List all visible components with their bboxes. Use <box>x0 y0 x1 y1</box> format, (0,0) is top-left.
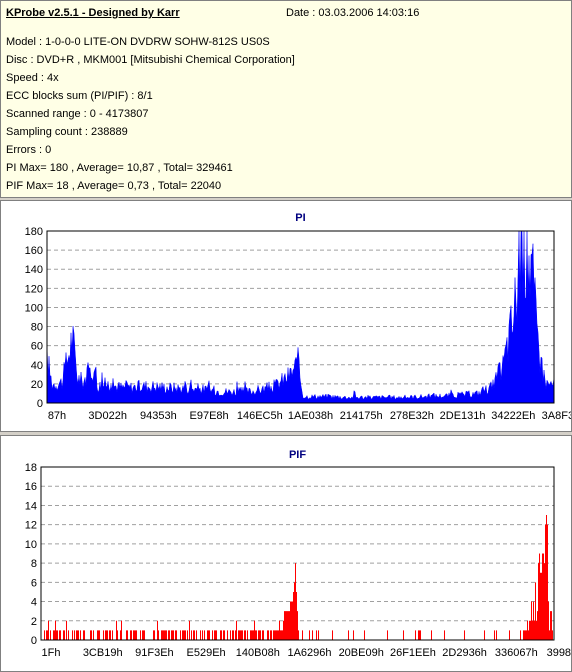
x-tick-label: 3A8F33h <box>542 410 571 422</box>
info-ecc-blocks: ECC blocks sum (PI/PIF) : 8/1 <box>6 90 153 102</box>
info-errors: Errors : 0 <box>6 144 52 156</box>
x-tick-label: 20BE09h <box>339 647 384 659</box>
y-tick-label: 8 <box>31 558 37 570</box>
plot-frame <box>40 466 555 641</box>
y-tick-label: 16 <box>25 481 37 493</box>
x-tick-label: 2DE131h <box>440 410 486 422</box>
x-tick-label: 26F1EEh <box>390 647 436 659</box>
x-tick-label: 2D2936h <box>442 647 487 659</box>
y-tick-label: 6 <box>31 577 37 589</box>
y-tick-label: 12 <box>25 520 37 532</box>
y-tick-label: 10 <box>25 539 37 551</box>
y-tick-label: 160 <box>25 245 43 257</box>
y-tick-label: 4 <box>31 597 37 609</box>
x-tick-label: 1AE038h <box>288 410 333 422</box>
y-tick-label: 80 <box>31 322 43 334</box>
scan-date: Date : 03.03.2006 14:03:16 <box>286 7 420 19</box>
y-tick-label: 0 <box>31 635 37 647</box>
y-tick-label: 120 <box>25 283 43 295</box>
info-pif-summary: PIF Max= 18 , Average= 0,73 , Total= 220… <box>6 180 222 192</box>
x-tick-label: 140B08h <box>236 647 280 659</box>
x-tick-label: E529Eh <box>187 647 226 659</box>
x-tick-label: 336067h <box>495 647 538 659</box>
info-speed: Speed : 4x <box>6 72 59 84</box>
x-tick-label: 87h <box>48 410 66 422</box>
x-tick-label: 3CB19h <box>83 647 123 659</box>
info-sampling-count: Sampling count : 238889 <box>6 126 128 138</box>
x-tick-label: 278E32h <box>390 410 434 422</box>
pif-chart: PIF 0 2 4 6 8 10 12 14 16 18 1Fh 3CB19h 91F3Eh E529Eh 1… <box>25 449 571 659</box>
pi-series-area <box>46 230 555 404</box>
pif-chart-panel: PIF 0 2 4 6 8 10 12 14 16 18 1Fh 3CB19h 91F3Eh E529Eh 1… <box>0 435 572 672</box>
info-model: Model : 1-0-0-0 LITE-ON DVDRW SOHW-812S … <box>6 36 270 48</box>
x-tick-label: 1Fh <box>42 647 61 659</box>
x-tick-label: 3D022h <box>88 410 127 422</box>
info-panel: KProbe v2.5.1 - Designed by Karr Date : … <box>0 0 572 198</box>
x-tick-label: 91F3Eh <box>135 647 174 659</box>
plot-frame <box>46 230 555 404</box>
y-tick-label: 140 <box>25 264 43 276</box>
x-tick-label: 34222Eh <box>491 410 535 422</box>
chart-title: PI <box>295 212 305 224</box>
y-tick-label: 180 <box>25 226 43 238</box>
app-title: KProbe v2.5.1 - Designed by Karr <box>6 7 180 19</box>
y-tick-label: 2 <box>31 616 37 628</box>
y-tick-label: 20 <box>31 379 43 391</box>
y-tick-label: 14 <box>25 500 37 512</box>
x-tick-label: 1A6296h <box>287 647 331 659</box>
info-pi-summary: PI Max= 180 , Average= 10,87 , Total= 32… <box>6 162 233 174</box>
pi-chart: PI 0 20 40 60 80 100 120 140 160 180 87h 3D022h 94353… <box>25 212 571 422</box>
y-tick-label: 100 <box>25 302 43 314</box>
pi-chart-panel: PI 0 20 40 60 80 100 120 140 160 180 87h 3D022h 94353… <box>0 200 572 432</box>
x-tick-label: 146EC5h <box>237 410 283 422</box>
y-tick-label: 60 <box>31 341 43 353</box>
info-lines: Model : 1-0-0-0 LITE-ON DVDRW SOHW-812S … <box>6 33 295 195</box>
x-tick-label: E97E8h <box>190 410 229 422</box>
y-tick-label: 0 <box>37 398 43 410</box>
x-tick-label: 214175h <box>340 410 383 422</box>
pif-series-bars <box>44 515 553 640</box>
y-tick-label: 18 <box>25 462 37 474</box>
info-scanned-range: Scanned range : 0 - 4173807 <box>6 108 149 120</box>
info-disc: Disc : DVD+R , MKM001 [Mitsubishi Chemic… <box>6 54 295 66</box>
chart-title: PIF <box>289 449 306 461</box>
x-tick-label: 399886h <box>547 647 571 659</box>
y-tick-label: 40 <box>31 360 43 372</box>
x-tick-label: 94353h <box>140 410 177 422</box>
plot-area <box>47 231 554 403</box>
